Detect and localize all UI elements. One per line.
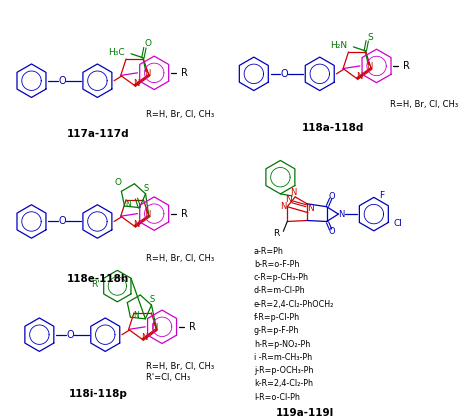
Text: g-R=p-F-Ph: g-R=p-F-Ph <box>254 326 299 335</box>
Text: N: N <box>134 220 140 229</box>
Text: N: N <box>285 195 292 204</box>
Text: N: N <box>144 69 150 78</box>
Text: R: R <box>181 209 188 219</box>
Text: 119a-119l: 119a-119l <box>276 408 334 418</box>
Text: O: O <box>144 39 151 48</box>
Text: H₂N: H₂N <box>330 41 347 51</box>
Text: e-R=2,4-Cl₂-PhOCH₂: e-R=2,4-Cl₂-PhOCH₂ <box>254 300 334 308</box>
Text: N: N <box>356 72 362 81</box>
Text: Cl: Cl <box>393 219 402 229</box>
Text: O: O <box>58 76 66 86</box>
Text: j-R=p-OCH₃-Ph: j-R=p-OCH₃-Ph <box>254 366 313 375</box>
Text: N: N <box>152 323 158 332</box>
Text: a-R=Ph: a-R=Ph <box>254 247 284 255</box>
Text: l-R=o-Cl-Ph: l-R=o-Cl-Ph <box>254 393 300 402</box>
Text: R: R <box>273 229 279 238</box>
Text: H₃C: H₃C <box>109 48 125 57</box>
Text: R=H, Br, Cl, CH₃: R=H, Br, Cl, CH₃ <box>146 255 214 263</box>
Text: R: R <box>403 61 410 71</box>
Text: k-R=2,4-Cl₂-Ph: k-R=2,4-Cl₂-Ph <box>254 380 313 388</box>
Text: O: O <box>328 192 335 201</box>
Text: N: N <box>280 202 286 211</box>
Text: 118i-118p: 118i-118p <box>69 389 128 399</box>
Text: R=H, Br, Cl, CH₃: R=H, Br, Cl, CH₃ <box>146 110 214 119</box>
Text: R=H, Br, Cl, CH₃: R=H, Br, Cl, CH₃ <box>390 100 458 109</box>
Text: 118a-118d: 118a-118d <box>301 123 364 133</box>
Text: R: R <box>189 322 195 332</box>
Text: 118e-118h: 118e-118h <box>67 273 129 283</box>
Text: R'=Cl, CH₃: R'=Cl, CH₃ <box>146 374 190 382</box>
Text: O: O <box>58 217 66 227</box>
Text: N: N <box>338 209 345 219</box>
Text: b-R=o-F-Ph: b-R=o-F-Ph <box>254 260 299 269</box>
Text: R: R <box>181 68 188 78</box>
Text: S: S <box>367 33 373 41</box>
Text: c-R=p-CH₃-Ph: c-R=p-CH₃-Ph <box>254 273 309 282</box>
Text: R': R' <box>91 280 100 288</box>
Text: f-R=p-Cl-Ph: f-R=p-Cl-Ph <box>254 313 300 322</box>
Text: h-R=p-NO₂-Ph: h-R=p-NO₂-Ph <box>254 339 310 349</box>
Text: R=H, Br, Cl, CH₃: R=H, Br, Cl, CH₃ <box>146 362 214 371</box>
Text: S: S <box>143 184 148 193</box>
Text: N: N <box>144 210 150 219</box>
Text: N: N <box>366 62 373 71</box>
Text: O: O <box>66 330 73 340</box>
Text: N: N <box>125 200 131 209</box>
Text: N: N <box>290 189 296 197</box>
Text: N: N <box>134 79 140 88</box>
Text: N: N <box>141 333 148 342</box>
Text: O: O <box>115 178 122 187</box>
Text: 117a-117d: 117a-117d <box>67 129 130 139</box>
Text: S: S <box>149 296 155 304</box>
Text: F: F <box>379 191 384 200</box>
Text: N: N <box>308 204 314 213</box>
Text: d-R=m-Cl-Ph: d-R=m-Cl-Ph <box>254 286 305 296</box>
Text: O: O <box>328 227 335 236</box>
Text: N: N <box>133 311 139 320</box>
Text: i -R=m-CH₃-Ph: i -R=m-CH₃-Ph <box>254 353 312 362</box>
Text: O: O <box>281 69 288 79</box>
